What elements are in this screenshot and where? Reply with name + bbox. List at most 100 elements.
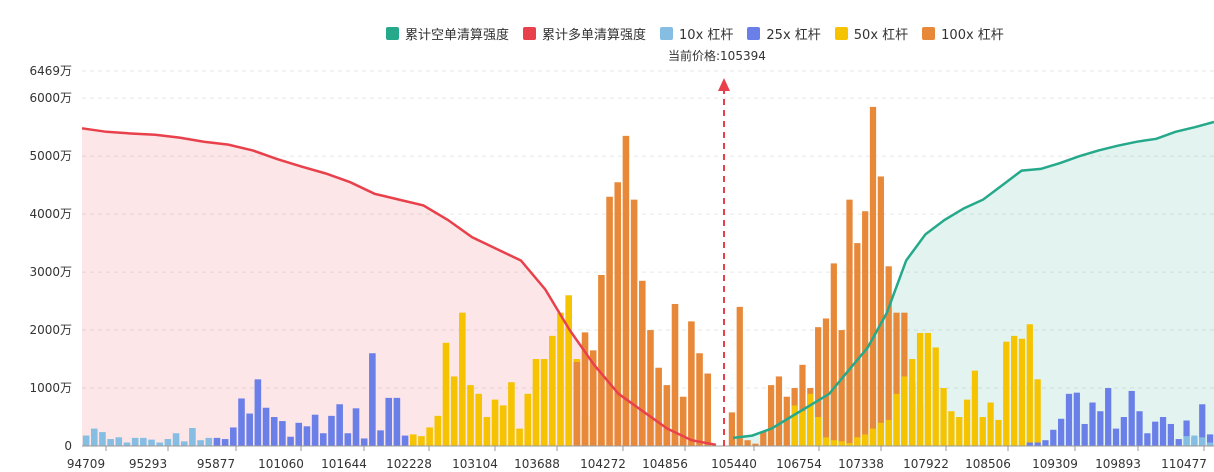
legend-swatch [523,27,537,40]
bar-25x [1136,411,1143,446]
bar-50x [909,359,916,446]
bar-25x [287,436,294,446]
bar-50x [877,422,884,446]
x-tick-label: 110477 [1161,457,1207,471]
legend-item-4[interactable]: 50x 杠杆 [834,24,908,43]
bar-50x [948,411,955,446]
bar-25x [1167,423,1175,446]
bar-50x [516,428,523,446]
legend-swatch [660,27,674,40]
bar-25x [401,435,409,446]
x-tick-label: 104856 [642,457,688,471]
legend-item-3[interactable]: 25x 杠杆 [747,24,821,43]
bar-10x [115,437,123,446]
bar-50x [467,385,474,446]
legend-label: 累计空单清算强度 [405,28,510,43]
bar-50x [549,335,556,446]
bar-100x [614,182,622,447]
bar-25x [1159,417,1167,446]
legend-label: 10x 杠杆 [679,28,734,43]
bar-100x [830,263,837,446]
bar-25x [221,439,229,446]
bar-50x [491,399,499,446]
bar-10x [156,442,163,446]
bar-50x [971,370,979,446]
x-tick-label: 94709 [67,457,105,471]
x-tick-label: 109893 [1095,457,1141,471]
bar-10x [164,439,172,446]
bar-25x [393,397,401,446]
bar-50x [846,443,853,446]
bar-25x [303,426,311,446]
y-tick-label: 6000万 [29,91,72,105]
bar-25x [360,438,368,446]
long-cumulative-line [81,127,717,447]
bar-10x [148,439,155,446]
bar-100x [752,443,759,446]
x-tick-label: 104272 [580,457,626,471]
bar-25x [1105,388,1112,446]
bar-100x [744,440,751,446]
bar-100x [630,199,638,446]
bar-50x [854,437,861,446]
bar-100x [846,199,853,446]
bar-10x [140,437,147,446]
bar-25x [246,413,253,446]
bar-50x [901,376,908,446]
bar-100x [573,361,581,446]
legend-item-1[interactable]: 累计多单清算强度 [523,24,646,43]
bar-25x [320,433,327,446]
legend-swatch [386,27,399,40]
bar-100x [760,431,767,446]
bar-100x [639,280,646,446]
bar-100x [822,318,830,446]
bar-100x [704,373,712,446]
legend-item-2[interactable]: 10x 杠杆 [660,24,733,43]
bar-100x [598,274,605,446]
current-price-arrow-icon [718,78,730,91]
bar-50x [540,359,548,446]
bar-10x [90,428,98,446]
y-tick-label: 2000万 [29,323,72,337]
bar-50x [893,393,900,446]
bar-25x [1026,442,1033,446]
bar-25x [1199,404,1206,446]
bar-100x [655,367,662,446]
bar-10x [1199,437,1206,446]
bar-10x [1183,436,1190,446]
legend-item-0[interactable]: 累计空单清算强度 [386,24,509,43]
bar-25x [344,433,352,446]
bar-25x [279,421,286,446]
bar-100x [696,353,703,446]
bar-100x [767,385,775,446]
bar-25x [352,408,360,446]
bar-50x [885,419,892,446]
bar-100x [877,176,884,447]
bar-25x [1034,442,1041,446]
bar-25x [1128,390,1135,446]
bar-25x [230,427,237,446]
bar-50x [862,434,869,446]
bar-100x [885,266,892,446]
x-tick-label: 107922 [903,457,949,471]
bar-50x [940,388,947,446]
bar-25x [1120,417,1127,446]
bar-50x [815,417,822,446]
legend-item-5[interactable]: 100x 杠杆 [922,24,1004,43]
bar-25x [1081,423,1088,446]
bar-25x [311,414,319,446]
short-cumulative-line [732,120,1214,440]
bar-10x [205,437,213,446]
bar-100x [679,396,687,446]
x-tick-label: 106754 [776,457,822,471]
bar-50x [987,402,994,446]
bar-50x [565,295,572,446]
bar-50x [459,312,466,446]
legend-label: 累计多单清算强度 [542,28,647,43]
x-tick-label: 103104 [452,457,498,471]
y-tick-label: 6469万 [29,64,72,78]
legend-label: 100x 杠杆 [941,28,1004,43]
bar-50x [807,393,814,446]
x-tick-label: 101060 [258,457,304,471]
bar-100x [736,306,743,446]
